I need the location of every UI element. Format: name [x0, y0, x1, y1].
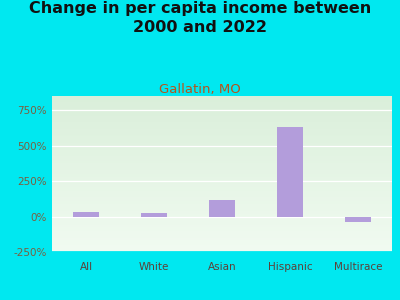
Bar: [209, 200, 235, 217]
Bar: [277, 127, 303, 217]
Bar: [141, 213, 167, 217]
Bar: [345, 217, 371, 222]
Text: Change in per capita income between
2000 and 2022: Change in per capita income between 2000…: [29, 2, 371, 35]
Bar: [73, 212, 99, 217]
Text: Gallatin, MO: Gallatin, MO: [159, 82, 241, 95]
